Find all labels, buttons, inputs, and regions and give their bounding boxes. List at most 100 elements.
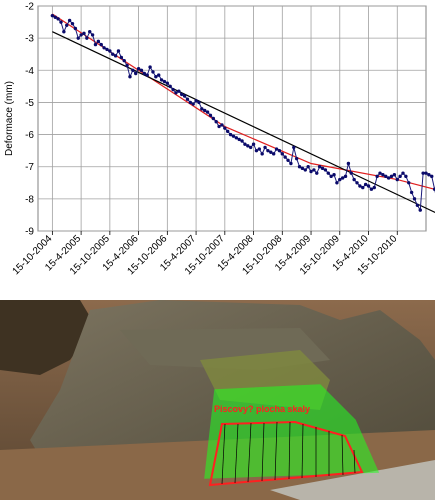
y-tick-label: -5 (25, 98, 34, 109)
data-point (82, 31, 86, 36)
data-point (200, 107, 204, 111)
y-tick-label: -9 (25, 227, 34, 238)
data-point (335, 181, 339, 185)
measurement-outline (208, 420, 364, 487)
data-point (277, 148, 282, 153)
data-point (93, 42, 98, 47)
data-point (269, 150, 273, 154)
data-point (286, 158, 290, 162)
y-tick-label: -4 (25, 66, 34, 77)
data-point (177, 89, 181, 93)
data-point (205, 110, 210, 114)
data-point (392, 173, 397, 177)
data-point (154, 75, 158, 79)
data-point (266, 148, 270, 153)
data-point (73, 26, 78, 31)
data-point (289, 161, 293, 166)
data-point (85, 36, 89, 40)
data-point (197, 100, 201, 105)
data-point (211, 116, 216, 121)
data-point (174, 91, 178, 95)
data-point (208, 113, 213, 117)
data-point (260, 152, 264, 156)
data-point (401, 171, 405, 175)
data-point (386, 176, 391, 180)
data-point (59, 20, 63, 24)
y-tick-label: -6 (25, 130, 34, 141)
data-point (99, 42, 103, 47)
y-axis-title: Deformace (mm) (4, 81, 15, 156)
forest-shadow (0, 300, 95, 375)
data-point (257, 147, 262, 151)
plot-area (37, 5, 427, 232)
data-point (352, 177, 356, 182)
data-point (329, 174, 333, 179)
data-point (372, 185, 376, 190)
data-point (157, 73, 161, 77)
data-point (294, 156, 299, 161)
data-point (346, 161, 351, 166)
data-point (315, 171, 319, 175)
data-point (50, 13, 55, 18)
data-point (53, 15, 57, 19)
data-point (142, 71, 147, 76)
data-point (165, 81, 170, 85)
data-point (323, 168, 328, 172)
data-point (151, 70, 155, 74)
data-point (217, 124, 221, 129)
data-point (231, 134, 236, 138)
data-point (398, 174, 402, 179)
data-point (76, 36, 80, 40)
data-point (312, 168, 316, 172)
data-point (125, 63, 129, 68)
data-point (366, 184, 371, 188)
data-point (67, 18, 72, 23)
deformation-chart: -2 -3 -4 -5 -6 -7 -8 -9 15-10-2004 15-4-2005 15-10… (4, 1, 435, 278)
data-point (182, 94, 187, 98)
data-point (369, 187, 374, 191)
data-point (113, 54, 118, 58)
data-point (317, 165, 322, 169)
path-surface (270, 460, 435, 500)
data-point (162, 79, 167, 84)
data-point (223, 126, 227, 130)
data-point (191, 102, 195, 106)
data-point (292, 145, 296, 150)
data-point (395, 177, 399, 182)
data-point (280, 152, 284, 156)
data-point (340, 176, 345, 180)
data-point (326, 171, 330, 175)
data-point (228, 132, 233, 137)
data-point (214, 120, 218, 124)
data-point (384, 174, 388, 179)
data-point (102, 46, 106, 50)
data-point (309, 169, 313, 174)
data-point (300, 166, 305, 171)
data-point (375, 174, 379, 179)
data-point (283, 155, 287, 159)
data-point (220, 123, 224, 127)
data-point (148, 65, 152, 69)
data-point (430, 174, 434, 179)
data-point (363, 182, 368, 187)
data-point (412, 197, 417, 201)
data-point (320, 166, 325, 171)
data-point (65, 23, 69, 27)
data-point (139, 68, 144, 72)
data-point (111, 52, 115, 56)
data-point (90, 33, 95, 37)
data-point (303, 168, 307, 172)
data-point (254, 148, 259, 153)
data-point (415, 203, 420, 207)
data-point (248, 145, 253, 150)
data-point (389, 174, 394, 179)
data-point (358, 184, 362, 188)
y-tick-label: -7 (25, 162, 34, 173)
data-point (194, 99, 198, 103)
data-point (116, 49, 121, 53)
data-point (136, 66, 141, 71)
data-point (271, 152, 276, 156)
data-point (361, 185, 365, 190)
highlight-overlay (204, 384, 380, 479)
data-point (88, 30, 92, 34)
